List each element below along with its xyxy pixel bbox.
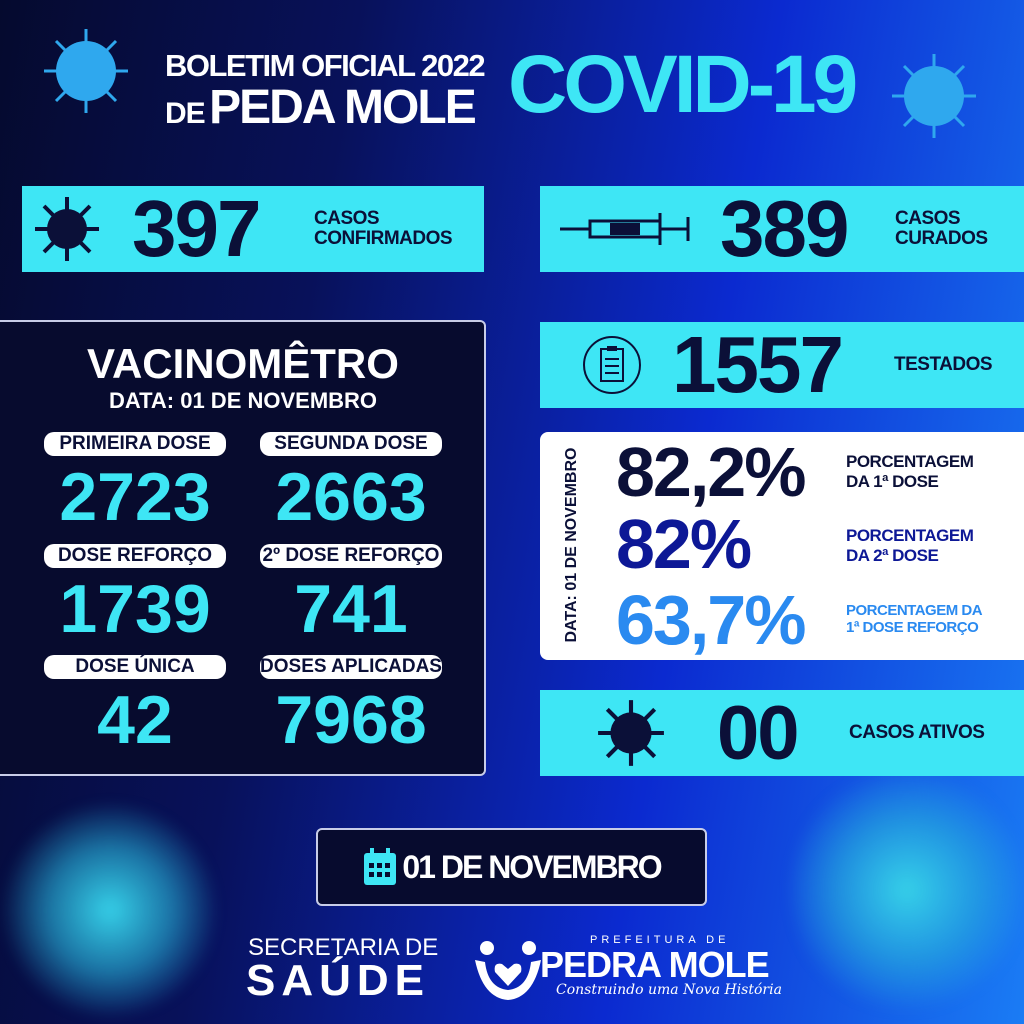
dose-unica-label: DOSE ÚNICA xyxy=(44,655,226,679)
syringe-icon xyxy=(560,213,690,245)
doses-aplicadas-label: DOSES APLICADAS xyxy=(260,655,442,679)
cured-card: 389 CASOS CURADOS xyxy=(540,184,1024,273)
virus-icon xyxy=(35,197,99,261)
confirmed-label: CONFIRMADOS xyxy=(314,228,453,249)
pedra-mole-label: PEDRA MOLE xyxy=(540,944,770,985)
date-badge: 01 DE NOVEMBRO xyxy=(316,828,707,906)
pct-second-dose-value: 82% xyxy=(616,505,752,583)
segunda-dose-value: 2663 xyxy=(275,459,427,535)
calendar-icon xyxy=(364,848,397,885)
tested-card: 1557 TESTADOS xyxy=(540,320,1024,409)
prefeitura-label: PREFEITURA DE xyxy=(590,934,730,946)
pct-first-dose-label: PORCENTAGEM DA 1ª DOSE xyxy=(846,452,974,491)
confirmed-value: 397 xyxy=(132,184,261,273)
primeira-dose-label: PRIMEIRA DOSE xyxy=(44,432,226,456)
saude-label: SAÚDE xyxy=(246,956,431,1005)
clipboard-icon xyxy=(583,336,641,394)
percentages-date: DATA: 01 DE NOVEMBRO xyxy=(563,447,580,643)
pct-second-dose-label: PORCENTAGEM DA 2ª DOSE xyxy=(846,526,974,565)
segunda-dose-label: SEGUNDA DOSE xyxy=(260,432,442,456)
slogan: Construindo uma Nova História xyxy=(556,982,782,998)
segunda-dose-reforco-label: 2º DOSE REFORÇO xyxy=(260,544,442,568)
pedra-mole-logo xyxy=(475,941,541,1000)
active-label: CASOS ATIVOS xyxy=(849,722,985,743)
virus-icon xyxy=(892,54,976,138)
primeira-dose-value: 2723 xyxy=(59,459,211,535)
confirmed-card: 397 CASOS CONFIRMADOS xyxy=(22,184,484,273)
virus-bg-decoration xyxy=(790,760,1024,1020)
percentages-panel: DATA: 01 DE NOVEMBRO 82,2% PORCENTAGEM DA… xyxy=(540,432,1024,660)
virus-bg-decoration xyxy=(0,800,220,1020)
pct-booster-label: PORCENTAGEM DA 1ª DOSE REFORÇO xyxy=(846,602,983,636)
vacinometro-panel: VACINOMÊTRO DATA: 01 DE NOVEMBRO PRIMEIR… xyxy=(0,320,486,776)
tested-value: 1557 xyxy=(672,320,844,409)
header-town-name: PEDA MOLE xyxy=(209,81,477,134)
dose-reforco-value: 1739 xyxy=(59,571,211,647)
doses-aplicadas-value: 7968 xyxy=(275,682,427,758)
header-line1: BOLETIM OFICIAL 2022 xyxy=(165,48,486,83)
date-badge-text: 01 DE NOVEMBRO xyxy=(402,848,662,885)
active-card: 00 CASOS ATIVOS xyxy=(540,690,1024,776)
covid-title: COVID-19 xyxy=(508,39,858,130)
active-value: 00 xyxy=(717,690,800,776)
vacinometro-date: DATA: 01 DE NOVEMBRO xyxy=(108,388,378,413)
segunda-dose-reforco-value: 741 xyxy=(294,571,408,647)
virus-icon xyxy=(598,700,664,766)
tested-label: TESTADOS xyxy=(894,354,993,375)
header-town: DE PEDA MOLE xyxy=(165,80,477,135)
confirmed-label: CASOS xyxy=(314,208,380,229)
dose-unica-value: 42 xyxy=(97,682,173,758)
pct-first-dose-value: 82,2% xyxy=(616,433,806,511)
cured-label: CURADOS xyxy=(895,228,988,249)
dose-reforco-label: DOSE REFORÇO xyxy=(44,544,226,568)
virus-icon xyxy=(44,29,128,113)
cured-value: 389 xyxy=(720,184,849,273)
secretaria-label: SECRETARIA DE xyxy=(248,934,439,961)
header-de: DE xyxy=(165,97,206,130)
cured-label: CASOS xyxy=(895,208,961,229)
vacinometro-title: VACINOMÊTRO xyxy=(87,340,399,387)
pct-booster-value: 63,7% xyxy=(616,581,806,659)
